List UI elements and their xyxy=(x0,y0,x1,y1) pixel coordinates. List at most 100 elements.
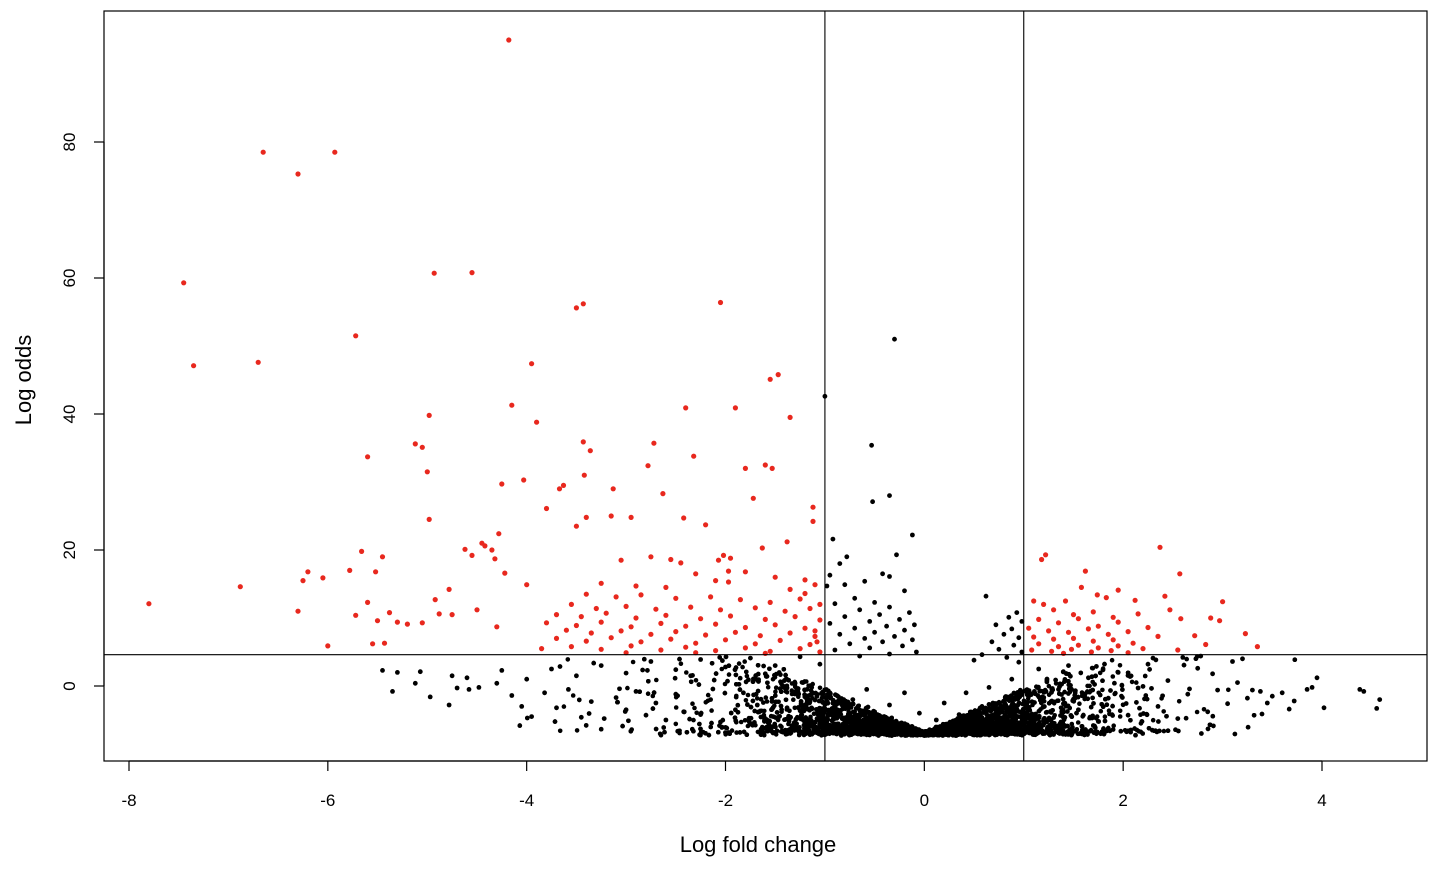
gene-point xyxy=(1049,720,1055,726)
gene-point xyxy=(657,731,663,737)
gene-point xyxy=(694,710,699,716)
gene-point xyxy=(752,720,757,725)
gene-point xyxy=(1112,691,1117,697)
gene-point xyxy=(737,687,743,692)
gene-point xyxy=(586,711,592,716)
gene-point xyxy=(792,682,797,687)
gene-point xyxy=(1088,704,1094,710)
gene-point xyxy=(808,687,814,693)
gene-point xyxy=(814,693,820,699)
gene-point xyxy=(1097,670,1103,676)
gene-point xyxy=(1060,669,1066,675)
gene-point xyxy=(713,671,719,676)
gene-point xyxy=(688,679,694,685)
gene-point xyxy=(720,658,725,663)
gene-point xyxy=(1120,687,1125,692)
gene-point xyxy=(740,664,745,670)
gene-point xyxy=(1068,683,1073,688)
gene-point xyxy=(1194,709,1200,715)
gene-point xyxy=(814,707,819,712)
gene-point xyxy=(1060,731,1066,737)
gene-point xyxy=(1062,689,1067,695)
gene-point xyxy=(1065,709,1070,714)
gene-point xyxy=(1133,732,1138,738)
gene-point xyxy=(1181,662,1187,668)
gene-point xyxy=(726,672,732,677)
gene-point xyxy=(754,696,760,701)
gene-point xyxy=(1292,657,1298,662)
gene-point xyxy=(1147,667,1152,672)
gene-point xyxy=(719,666,725,672)
gene-point xyxy=(1049,690,1054,695)
gene-point xyxy=(722,690,728,696)
gene-point xyxy=(626,718,631,724)
gene-point xyxy=(1100,678,1105,683)
gene-point xyxy=(850,701,856,707)
gene-point xyxy=(703,731,708,736)
gene-point xyxy=(744,673,750,679)
gene-point xyxy=(642,656,647,662)
gene-point xyxy=(691,717,696,723)
gene-point xyxy=(1101,726,1106,731)
gene-point xyxy=(1139,719,1145,724)
gene-point xyxy=(1090,695,1095,701)
gene-point xyxy=(1060,696,1066,702)
gene-point xyxy=(848,705,854,710)
gene-point xyxy=(734,730,739,735)
gene-point xyxy=(1068,674,1073,679)
gene-point xyxy=(1153,728,1158,733)
gene-point xyxy=(774,710,780,715)
gene-point xyxy=(864,706,869,711)
gene-point xyxy=(1226,687,1231,693)
gene-point xyxy=(1069,714,1075,719)
gene-point xyxy=(778,703,784,709)
gene-point xyxy=(1046,683,1052,689)
gene-point xyxy=(1074,727,1080,732)
gene-point xyxy=(1251,713,1257,718)
gene-point xyxy=(687,716,692,722)
gene-point xyxy=(1053,677,1058,683)
gene-point xyxy=(1128,729,1133,735)
gene-point xyxy=(1129,679,1135,685)
gene-point xyxy=(1016,700,1022,706)
gene-point xyxy=(628,729,634,734)
gene-point xyxy=(764,699,770,704)
gene-point xyxy=(779,707,784,712)
gene-point xyxy=(781,667,787,672)
gene-point xyxy=(1046,731,1052,737)
gene-point xyxy=(803,721,808,727)
gene-point xyxy=(972,708,978,713)
gene-point xyxy=(755,688,761,694)
gene-point xyxy=(1053,681,1059,686)
gene-point xyxy=(1069,732,1074,738)
gene-point xyxy=(617,686,622,692)
gene-point xyxy=(733,694,739,700)
gene-point xyxy=(1137,705,1142,711)
gene-point xyxy=(1201,707,1207,712)
gene-point xyxy=(744,669,749,675)
gene-point xyxy=(583,723,589,728)
gene-point xyxy=(773,693,778,698)
gene-point xyxy=(645,691,651,696)
gene-point xyxy=(819,695,825,701)
gene-point xyxy=(802,717,808,722)
gene-point xyxy=(763,695,769,700)
gene-point xyxy=(1051,699,1057,705)
gene-point xyxy=(910,724,915,730)
gene-point xyxy=(835,698,841,704)
gene-point xyxy=(1025,699,1031,705)
gene-point xyxy=(1003,723,1008,728)
gene-point xyxy=(1111,723,1116,728)
gene-point xyxy=(812,697,818,703)
gene-point xyxy=(1112,680,1117,686)
gene-point xyxy=(1259,711,1265,717)
gene-point xyxy=(783,672,788,678)
gene-point xyxy=(844,724,850,730)
gene-point xyxy=(772,675,778,680)
gene-point xyxy=(807,732,813,737)
gene-point xyxy=(1036,708,1042,714)
gene-point xyxy=(1097,692,1103,698)
gene-point xyxy=(1070,725,1075,730)
gene-point xyxy=(698,726,703,732)
gene-point xyxy=(692,705,697,711)
